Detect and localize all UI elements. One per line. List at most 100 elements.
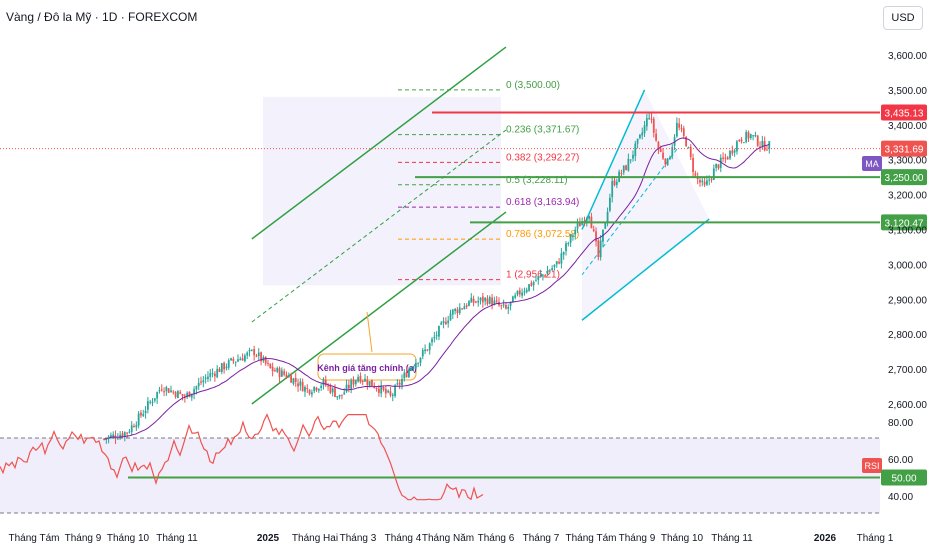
candle-body: [756, 135, 759, 146]
candle-body: [244, 355, 246, 362]
candle-body: [297, 383, 299, 387]
candle-body: [204, 377, 207, 379]
time-tick-label: Tháng 3: [340, 533, 377, 544]
candle-body: [352, 379, 355, 385]
candle-body: [366, 380, 369, 385]
candle-body: [135, 425, 138, 428]
candle-body: [179, 392, 182, 394]
channel-shading: [263, 96, 501, 286]
candle-body: [511, 296, 514, 303]
candle-body: [613, 180, 616, 186]
candle-body: [267, 362, 269, 364]
candle-body: [172, 391, 175, 393]
candle-body: [458, 307, 461, 314]
candle-body: [160, 389, 163, 391]
level-price-label: 3,435.13: [885, 109, 924, 120]
candle-body: [710, 178, 713, 180]
candle-body: [253, 349, 256, 356]
candle-body: [488, 297, 491, 304]
candle-body: [435, 335, 438, 337]
candle-body: [585, 218, 588, 222]
time-tick-label: Tháng 10: [661, 533, 704, 544]
candle-body: [645, 118, 648, 127]
price-tick-label: 3,300.00: [888, 156, 927, 167]
candle-body: [345, 384, 348, 392]
candle-body: [364, 378, 366, 382]
candle-body: [747, 132, 750, 139]
candle-body: [495, 300, 498, 302]
candle-body: [183, 395, 186, 398]
candle-body: [706, 180, 708, 185]
candle-body: [537, 276, 540, 280]
candle-body: [126, 432, 128, 434]
candle-body: [234, 361, 237, 363]
time-tick-label: Tháng 9: [65, 533, 102, 544]
candle-body: [177, 391, 179, 399]
candle-body: [380, 385, 383, 394]
candle-body: [116, 438, 119, 440]
candle-body: [428, 343, 431, 351]
candle-body: [230, 358, 232, 361]
candle-body: [528, 284, 530, 291]
candle-body: [394, 385, 396, 397]
candle-body: [202, 380, 205, 383]
candle-body: [530, 282, 533, 286]
candle-body: [650, 118, 653, 120]
candle-body: [565, 243, 567, 252]
candle-body: [493, 300, 496, 305]
candle-body: [227, 360, 230, 368]
candle-body: [500, 305, 503, 307]
candle-body: [562, 251, 565, 255]
candle-body: [479, 297, 482, 301]
candle-body: [322, 379, 325, 386]
rsi-tag-label: RSI: [864, 461, 879, 471]
candle-body: [137, 413, 140, 426]
candle-body: [398, 382, 401, 385]
candle-body: [274, 370, 276, 372]
candle-body: [276, 367, 279, 372]
candle-body: [329, 385, 332, 393]
candle-body: [611, 181, 614, 198]
candle-body: [382, 387, 385, 390]
candle-body: [144, 410, 147, 414]
price-tick-label: 3,100.00: [888, 226, 927, 237]
candle-body: [456, 309, 459, 314]
candle-body: [662, 152, 664, 159]
current-price-tag: [881, 140, 927, 157]
candle-body: [271, 366, 274, 372]
candle-body: [708, 179, 711, 181]
desc-channel-mid: [581, 148, 678, 276]
candle-body: [470, 297, 473, 303]
candle-body: [401, 378, 403, 386]
rsi-tick-label: 40.00: [888, 492, 913, 503]
candle-body: [726, 157, 729, 160]
rsi-value-label: 50.00: [891, 474, 916, 485]
candle-body: [315, 387, 318, 391]
candle-body: [542, 274, 544, 276]
candle-body: [701, 180, 704, 183]
candle-body: [671, 147, 674, 157]
candle-body: [241, 358, 244, 361]
candle-body: [110, 435, 112, 438]
candle-body: [239, 358, 242, 361]
candle-body: [292, 378, 295, 384]
callout-pointer: [366, 311, 373, 353]
fib-level-label: 0.786 (3,072.58): [506, 229, 579, 240]
candle-body: [505, 304, 507, 309]
time-tick-label: Tháng Tám: [566, 533, 617, 544]
candle-body: [311, 392, 313, 395]
candle-body: [546, 271, 549, 275]
currency-selector[interactable]: USD: [883, 6, 923, 30]
candle-body: [354, 380, 357, 385]
fib-level-label: 0.618 (3,163.94): [506, 197, 579, 208]
candle-body: [410, 367, 413, 371]
candle-body: [768, 141, 771, 149]
rsi-line: [0, 413, 484, 501]
candle-body: [140, 412, 142, 416]
fib-level-label: 0.5 (3,228.11): [506, 175, 568, 186]
candle-body: [622, 165, 625, 173]
candle-body: [417, 362, 420, 364]
candle-body: [165, 387, 168, 392]
candle-body: [121, 433, 124, 437]
